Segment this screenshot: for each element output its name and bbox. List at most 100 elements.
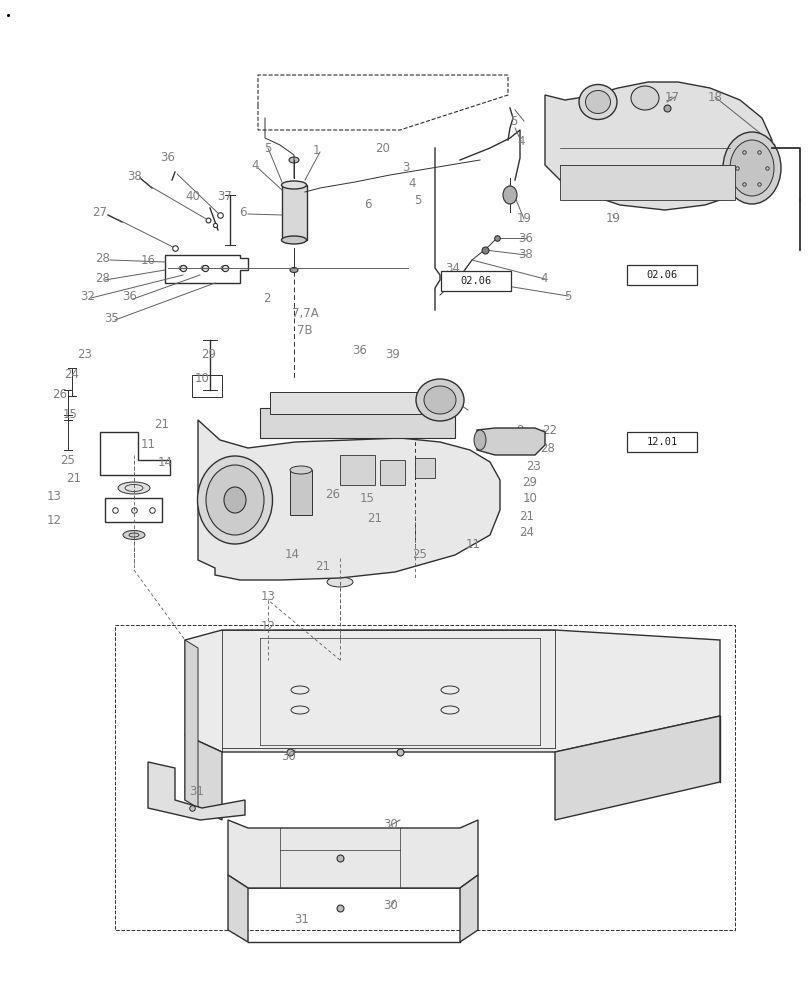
Text: 6: 6 (364, 198, 371, 212)
Ellipse shape (502, 186, 517, 204)
Text: 4: 4 (539, 272, 547, 286)
Polygon shape (185, 640, 198, 808)
Ellipse shape (415, 379, 463, 421)
Text: 36: 36 (122, 290, 137, 304)
Ellipse shape (729, 140, 773, 196)
Text: 37: 37 (217, 190, 232, 202)
Ellipse shape (327, 577, 353, 587)
Polygon shape (185, 630, 719, 752)
Text: 34: 34 (445, 261, 460, 274)
Ellipse shape (423, 386, 456, 414)
Text: 36: 36 (352, 344, 367, 357)
Text: 36: 36 (518, 232, 533, 244)
Text: 30: 30 (383, 818, 398, 831)
Polygon shape (476, 428, 544, 455)
Text: 5: 5 (564, 290, 571, 302)
Ellipse shape (474, 430, 486, 450)
Text: 17: 17 (663, 91, 679, 104)
Text: 21: 21 (154, 418, 169, 432)
Polygon shape (228, 820, 478, 888)
Polygon shape (460, 875, 478, 942)
Text: 9: 9 (516, 424, 523, 436)
Bar (340, 455, 375, 485)
Text: 26: 26 (325, 488, 340, 502)
Text: 4: 4 (408, 177, 415, 190)
Ellipse shape (405, 539, 424, 547)
Text: 30: 30 (383, 899, 398, 912)
Text: 4: 4 (517, 135, 524, 148)
Text: 3: 3 (401, 161, 410, 174)
Bar (626, 265, 696, 285)
Text: 20: 20 (375, 142, 390, 155)
Polygon shape (198, 420, 500, 580)
Text: 12.01: 12.01 (646, 437, 677, 447)
Text: 24: 24 (64, 367, 79, 380)
Text: 19: 19 (516, 213, 531, 226)
Text: 23: 23 (526, 460, 541, 473)
Ellipse shape (401, 515, 428, 525)
Text: 28: 28 (96, 271, 110, 284)
Polygon shape (148, 762, 245, 820)
Text: 25: 25 (61, 454, 75, 466)
Text: 25: 25 (412, 548, 427, 560)
Text: 31: 31 (189, 785, 204, 798)
Text: 15: 15 (62, 408, 77, 422)
Bar (115, 625, 734, 930)
Text: 1: 1 (312, 144, 320, 157)
Text: 26: 26 (53, 388, 67, 401)
Text: 12: 12 (260, 619, 275, 633)
Text: 5: 5 (509, 115, 517, 128)
Text: 02.06: 02.06 (646, 272, 675, 282)
Text: 40: 40 (186, 190, 200, 202)
Text: 36: 36 (161, 151, 175, 164)
Ellipse shape (281, 236, 306, 244)
Text: 02.06: 02.06 (460, 276, 491, 286)
Bar (270, 392, 444, 414)
Bar (626, 432, 696, 452)
Text: 38: 38 (127, 170, 142, 183)
Bar (560, 165, 734, 200)
Text: 30: 30 (281, 750, 296, 762)
Text: 13: 13 (46, 489, 62, 502)
Text: 10: 10 (522, 492, 537, 506)
Ellipse shape (122, 530, 145, 540)
Text: 23: 23 (78, 349, 92, 361)
Text: 02.06: 02.06 (646, 270, 677, 280)
Text: 15: 15 (359, 491, 374, 504)
Text: 22: 22 (542, 424, 557, 436)
Text: 27: 27 (92, 207, 107, 220)
Text: 18: 18 (706, 91, 722, 104)
Ellipse shape (224, 487, 246, 513)
Ellipse shape (630, 86, 659, 110)
Text: 28: 28 (96, 251, 110, 264)
Bar (290, 470, 311, 515)
Text: 35: 35 (105, 312, 119, 326)
Text: 5: 5 (264, 142, 272, 155)
Bar (260, 408, 454, 438)
Text: 21: 21 (315, 560, 330, 574)
Polygon shape (228, 875, 247, 942)
Polygon shape (185, 735, 221, 820)
Ellipse shape (290, 267, 298, 272)
Text: 7,7A: 7,7A (291, 306, 318, 320)
Text: 29: 29 (521, 477, 537, 489)
Ellipse shape (206, 465, 264, 535)
Ellipse shape (578, 85, 616, 120)
Text: 8: 8 (444, 403, 451, 416)
Text: 32: 32 (80, 290, 96, 304)
Bar (281, 185, 307, 240)
Ellipse shape (290, 466, 311, 474)
Ellipse shape (289, 157, 298, 163)
Text: 6: 6 (239, 206, 247, 219)
Ellipse shape (722, 132, 780, 204)
Text: 19: 19 (605, 212, 620, 225)
Text: 21: 21 (519, 510, 534, 522)
Text: 29: 29 (201, 349, 217, 361)
Bar (380, 460, 405, 485)
Ellipse shape (281, 181, 306, 189)
Text: 21: 21 (367, 512, 382, 524)
Bar (440, 271, 510, 291)
Text: 16: 16 (140, 254, 156, 267)
Text: 10: 10 (195, 371, 209, 384)
Ellipse shape (197, 456, 272, 544)
